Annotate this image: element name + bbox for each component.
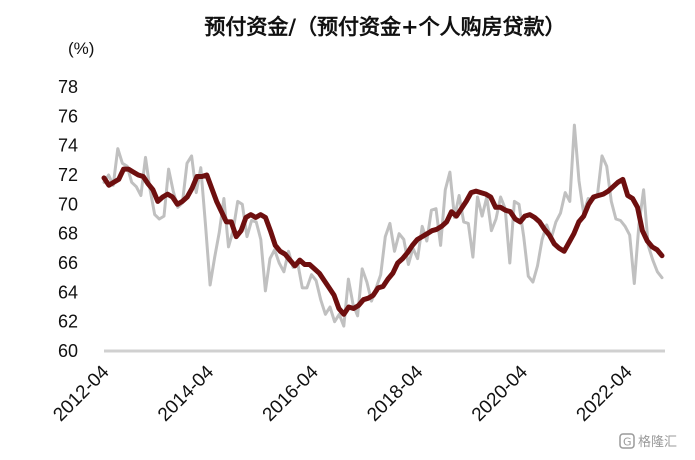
y-axis-ticks: 60 62 64 66 68 70 72 74 76 78 <box>58 77 78 361</box>
x-axis-ticks: 2012-04 2014-04 2016-04 2018-04 2020-04 2022-… <box>49 361 637 425</box>
series-layer <box>101 123 665 328</box>
svg-text:G: G <box>623 436 632 449</box>
chart-title: 预付资金/（预付资金+个人购房贷款） <box>204 15 565 39</box>
y-tick-label: 66 <box>58 253 78 273</box>
y-tick-label: 76 <box>58 106 78 126</box>
y-tick-label: 64 <box>58 282 78 302</box>
y-tick-label: 70 <box>58 194 78 214</box>
x-tick-label: 2018-04 <box>363 361 427 425</box>
y-tick-label: 62 <box>58 312 78 332</box>
y-unit-label: (%) <box>68 39 94 58</box>
x-tick-label: 2016-04 <box>259 361 323 425</box>
x-tick-label: 2022-04 <box>573 361 637 425</box>
watermark: G 格隆汇 <box>619 433 677 450</box>
y-tick-label: 74 <box>58 136 78 156</box>
x-tick-label: 2020-04 <box>468 361 532 425</box>
watermark-text: 格隆汇 <box>638 434 677 450</box>
logo-icon: G <box>619 433 635 449</box>
y-tick-label: 60 <box>58 341 78 361</box>
x-tick-label: 2012-04 <box>49 361 113 425</box>
x-tick-label: 2014-04 <box>154 361 218 425</box>
y-tick-label: 78 <box>58 77 78 97</box>
series-line-monthly <box>102 123 664 328</box>
series-line-smoothed <box>101 166 665 317</box>
y-tick-label: 68 <box>58 224 78 244</box>
y-tick-label: 72 <box>58 165 78 185</box>
